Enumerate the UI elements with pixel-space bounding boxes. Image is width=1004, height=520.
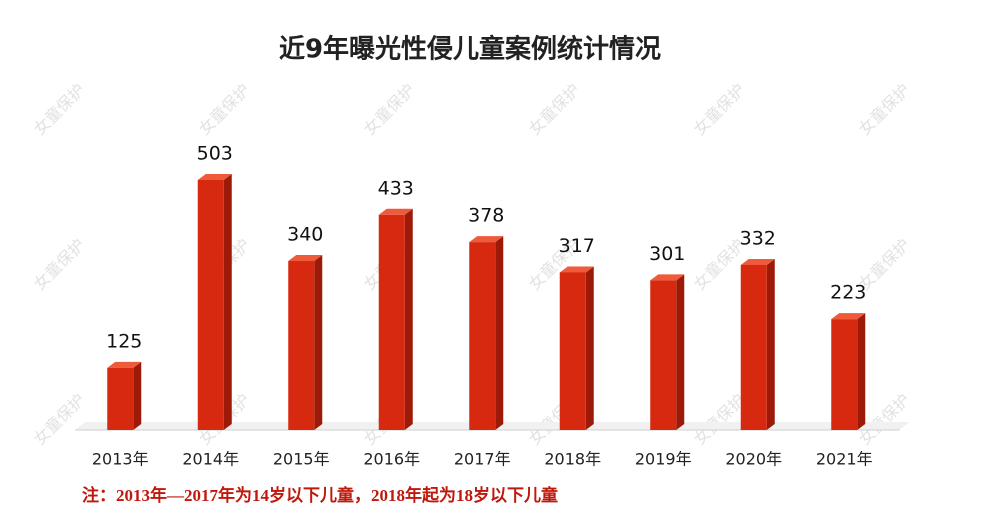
value-label: 125 — [106, 330, 142, 352]
x-tick-label: 2019年 — [635, 450, 692, 469]
bar-top — [831, 313, 866, 320]
watermark: 女童保护 — [690, 80, 749, 139]
value-label: 317 — [559, 235, 595, 257]
bar-top — [107, 361, 142, 368]
bar-side — [404, 208, 413, 430]
bar-side — [223, 174, 232, 430]
bar-top — [288, 255, 323, 262]
bar — [378, 214, 405, 430]
bar — [107, 367, 134, 430]
bar — [559, 272, 586, 430]
x-tick-label: 2020年 — [725, 450, 782, 469]
value-label: 340 — [287, 224, 323, 246]
x-tick-label: 2018年 — [544, 450, 601, 469]
bar-top — [197, 174, 232, 180]
watermark: 女童保护 — [30, 390, 89, 449]
bar — [831, 319, 858, 430]
watermark: 女童保护 — [690, 390, 749, 449]
bar — [288, 261, 315, 430]
bar-side — [495, 236, 504, 430]
bar-side — [766, 258, 775, 430]
watermark: 女童保护 — [30, 235, 89, 294]
value-label: 503 — [197, 143, 233, 165]
x-tick-label: 2016年 — [363, 450, 420, 469]
watermark: 女童保护 — [195, 80, 254, 139]
x-tick-label: 2014年 — [182, 450, 239, 469]
bar — [197, 180, 224, 430]
watermark: 女童保护 — [525, 80, 584, 139]
bar — [740, 264, 767, 430]
bar-side — [676, 274, 685, 430]
bar-side — [133, 361, 142, 430]
value-label: 378 — [468, 205, 504, 227]
value-label: 332 — [740, 227, 776, 249]
bar-side — [585, 266, 594, 430]
bar-top — [650, 274, 685, 281]
chart-title: 近9年曝光性侵儿童案例统计情况 — [279, 34, 661, 65]
watermark: 女童保护 — [855, 80, 914, 139]
bar — [469, 242, 496, 430]
bar-top — [378, 208, 413, 215]
bar-top — [740, 258, 775, 265]
value-label: 301 — [649, 243, 685, 265]
value-label: 223 — [830, 282, 866, 304]
bar-side — [314, 255, 323, 430]
x-tick-label: 2021年 — [816, 450, 873, 469]
value-label: 433 — [378, 177, 414, 199]
bar-side — [857, 313, 866, 430]
x-tick-label: 2013年 — [92, 450, 149, 469]
watermark: 女童保护 — [30, 80, 89, 139]
watermark: 女童保护 — [360, 80, 419, 139]
bar-top — [559, 266, 594, 273]
chart-note: 注：2013年—2017年为14岁以下儿童，2018年起为18岁以下儿童 — [82, 485, 558, 505]
x-tick-label: 2015年 — [273, 450, 330, 469]
bar-top — [469, 236, 504, 243]
x-tick-label: 2017年 — [454, 450, 511, 469]
bar — [650, 280, 677, 430]
